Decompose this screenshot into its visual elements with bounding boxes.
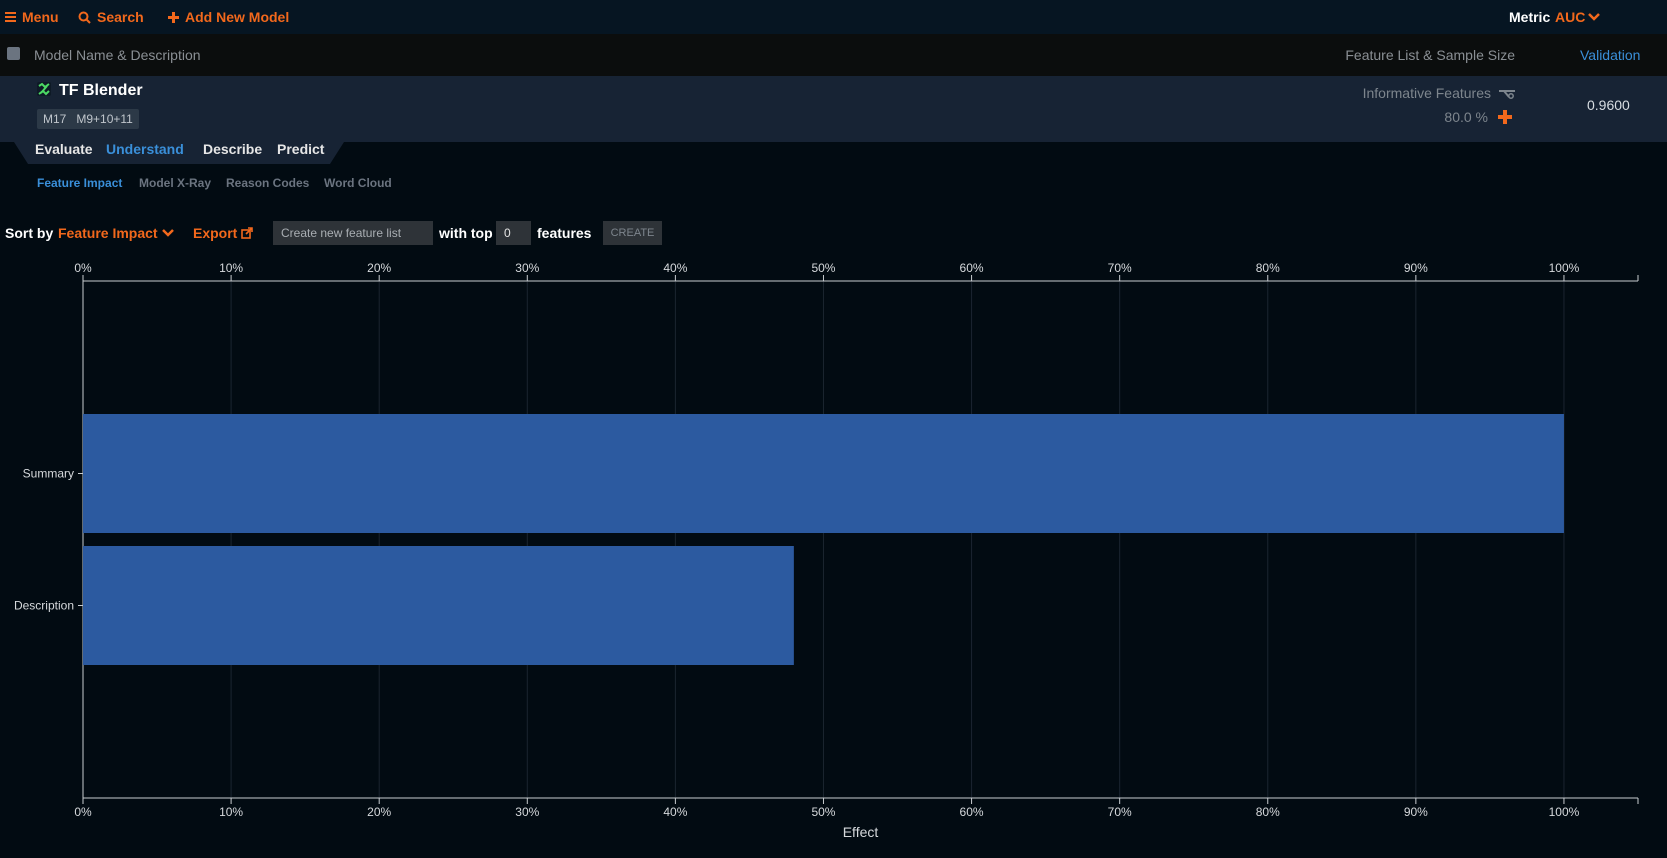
model-components: M9+10+11 [76, 112, 133, 126]
x-tick-label-top: 70% [1108, 261, 1132, 275]
select-all-checkbox[interactable] [7, 47, 20, 60]
metric-value: AUC [1555, 9, 1586, 25]
x-tick-label-bottom: 80% [1256, 805, 1280, 819]
x-tick-label-top: 10% [219, 261, 243, 275]
add-new-model-label: Add New Model [185, 9, 290, 25]
sort-by-dropdown[interactable]: Feature Impact [58, 224, 174, 242]
validation-score: 0.9600 [1587, 97, 1630, 113]
column-header-validation[interactable]: Validation [1580, 47, 1641, 63]
x-tick-label-bottom: 90% [1404, 805, 1428, 819]
leaderboard-header [0, 34, 1667, 76]
plus-icon [168, 11, 179, 23]
bar-summary[interactable] [83, 414, 1564, 533]
share-icon [241, 227, 254, 240]
feature-list-label: Informative Features [1362, 85, 1491, 101]
tab-describe[interactable]: Describe [203, 141, 263, 157]
x-tick-label-top: 50% [811, 261, 835, 275]
subtab-model-x-ray[interactable]: Model X-Ray [139, 176, 212, 190]
chart-grid [230, 281, 1565, 798]
x-axis-label: Effect [843, 824, 879, 840]
column-header-feature-list: Feature List & Sample Size [1345, 47, 1515, 63]
search-icon [78, 11, 91, 24]
x-tick-label-bottom: 10% [219, 805, 243, 819]
x-tick-label-bottom: 20% [367, 805, 391, 819]
model-id-badge: M17 M9+10+11 [37, 109, 139, 129]
tab-evaluate[interactable]: Evaluate [35, 141, 93, 157]
hamburger-icon [5, 12, 16, 23]
category-label: Description [14, 599, 74, 613]
model-tabs-background [14, 142, 344, 164]
x-tick-label-bottom: 50% [811, 805, 835, 819]
bar-description[interactable] [83, 546, 794, 665]
x-tick-label-bottom: 30% [515, 805, 539, 819]
x-tick-label-top: 60% [960, 261, 984, 275]
x-tick-label-bottom: 60% [960, 805, 984, 819]
column-header-model-name: Model Name & Description [34, 47, 201, 63]
feature-list-icon [1499, 90, 1515, 100]
create-button[interactable]: CREATE [603, 221, 662, 245]
x-tick-label-top: 100% [1549, 261, 1580, 275]
top-count-input[interactable] [496, 221, 531, 245]
model-row[interactable] [0, 76, 1667, 142]
chart-axes [78, 275, 1639, 804]
metric-dropdown[interactable]: AUC [1555, 0, 1601, 34]
feature-impact-chart: 0% 0% 10% 10% 20% 20% 30% 30% 40% 40% 50% 50% 60% 60%… [14, 261, 1639, 840]
x-tick-label-top: 40% [663, 261, 687, 275]
tab-predict[interactable]: Predict [277, 141, 325, 157]
menu-label: Menu [22, 9, 59, 25]
x-tick-label-bottom: 70% [1108, 805, 1132, 819]
category-label: Summary [23, 467, 74, 481]
tab-understand[interactable]: Understand [106, 141, 184, 157]
model-name[interactable]: TF Blender [59, 82, 143, 99]
x-tick-label-bottom: 40% [663, 805, 687, 819]
add-sample-size-icon[interactable] [1498, 110, 1512, 124]
features-label: features [537, 225, 592, 241]
sample-size: 80.0 % [1444, 109, 1488, 125]
sort-by-label: Sort by [5, 225, 54, 241]
blender-icon [37, 82, 51, 96]
x-tick-label-bottom: 100% [1549, 805, 1580, 819]
export-label: Export [193, 225, 238, 241]
x-tick-label-top: 90% [1404, 261, 1428, 275]
chevron-down-icon [1588, 13, 1601, 22]
feature-list-name: Informative Features [1363, 84, 1515, 102]
x-tick-label-bottom: 0% [74, 805, 92, 819]
chart-bars [83, 414, 1564, 665]
top-nav-bar [0, 0, 1667, 34]
x-tick-label-top: 80% [1256, 261, 1280, 275]
export-button[interactable]: Export [193, 224, 254, 242]
menu-button[interactable]: Menu [5, 0, 59, 34]
x-tick-label-top: 0% [74, 261, 92, 275]
add-new-model-button[interactable]: Add New Model [168, 0, 289, 34]
with-top-label: with top [439, 225, 493, 241]
chevron-down-icon [161, 229, 174, 238]
feature-list-name-input[interactable] [273, 221, 433, 245]
search-label: Search [97, 9, 144, 25]
subtab-reason-codes[interactable]: Reason Codes [226, 176, 310, 190]
search-button[interactable]: Search [78, 0, 144, 34]
subtab-word-cloud[interactable]: Word Cloud [324, 176, 392, 190]
sort-by-value: Feature Impact [58, 225, 158, 241]
x-tick-label-top: 30% [515, 261, 539, 275]
metric-label: Metric [1509, 9, 1551, 25]
subtab-feature-impact[interactable]: Feature Impact [37, 176, 123, 190]
x-tick-label-top: 20% [367, 261, 391, 275]
model-id: M17 [43, 112, 67, 126]
chart-labels: 0% 0% 10% 10% 20% 20% 30% 30% 40% 40% 50% 50% 60% 60%… [14, 261, 1580, 840]
